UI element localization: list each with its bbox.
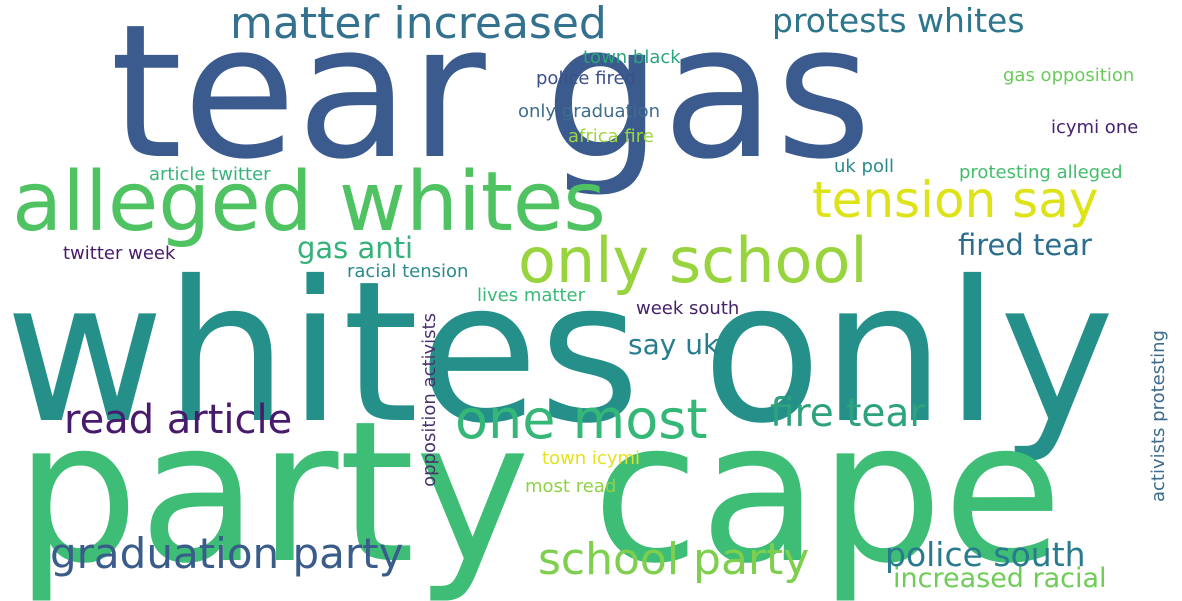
cloud-word: increased racial [893, 563, 1107, 594]
cloud-word: tension say [812, 171, 1099, 229]
cloud-word: protests whites [772, 1, 1025, 40]
cloud-word: town icymi [542, 448, 641, 469]
cloud-word: graduation party [50, 529, 404, 578]
cloud-word: icymi one [1051, 117, 1139, 138]
cloud-word: twitter week [63, 243, 176, 264]
cloud-word: protesting alleged [959, 162, 1123, 183]
cloud-word: uk poll [834, 156, 894, 177]
cloud-word: africa fire [568, 126, 654, 147]
cloud-word: gas opposition [1003, 65, 1135, 86]
cloud-word: racial tension [347, 261, 469, 282]
cloud-word: alleged whites [12, 155, 607, 250]
cloud-word: fire tear [770, 391, 926, 436]
cloud-word: fired tear [958, 228, 1092, 262]
cloud-word: matter increased [230, 0, 607, 49]
cloud-word: activists protesting [1148, 330, 1169, 503]
cloud-word: gas anti [297, 231, 414, 265]
cloud-word: whites only [5, 239, 1115, 466]
cloud-word: tear gas [110, 0, 872, 200]
cloud-word: one most [455, 388, 708, 451]
cloud-word: read article [64, 397, 293, 443]
cloud-word: only school [518, 224, 868, 297]
cloud-word: party cape [15, 379, 1063, 601]
cloud-word: opposition activists [419, 313, 440, 487]
cloud-word: police south [885, 535, 1086, 574]
cloud-word: police fired [536, 68, 636, 89]
cloud-word: most read [525, 476, 617, 497]
cloud-word: only graduation [518, 101, 660, 122]
cloud-word: week south [636, 298, 740, 319]
cloud-word: town black [583, 47, 681, 68]
cloud-word: article twitter [149, 164, 271, 185]
cloud-word: lives matter [477, 285, 585, 306]
cloud-word: school party [538, 534, 810, 585]
cloud-word: say uk [628, 328, 720, 361]
